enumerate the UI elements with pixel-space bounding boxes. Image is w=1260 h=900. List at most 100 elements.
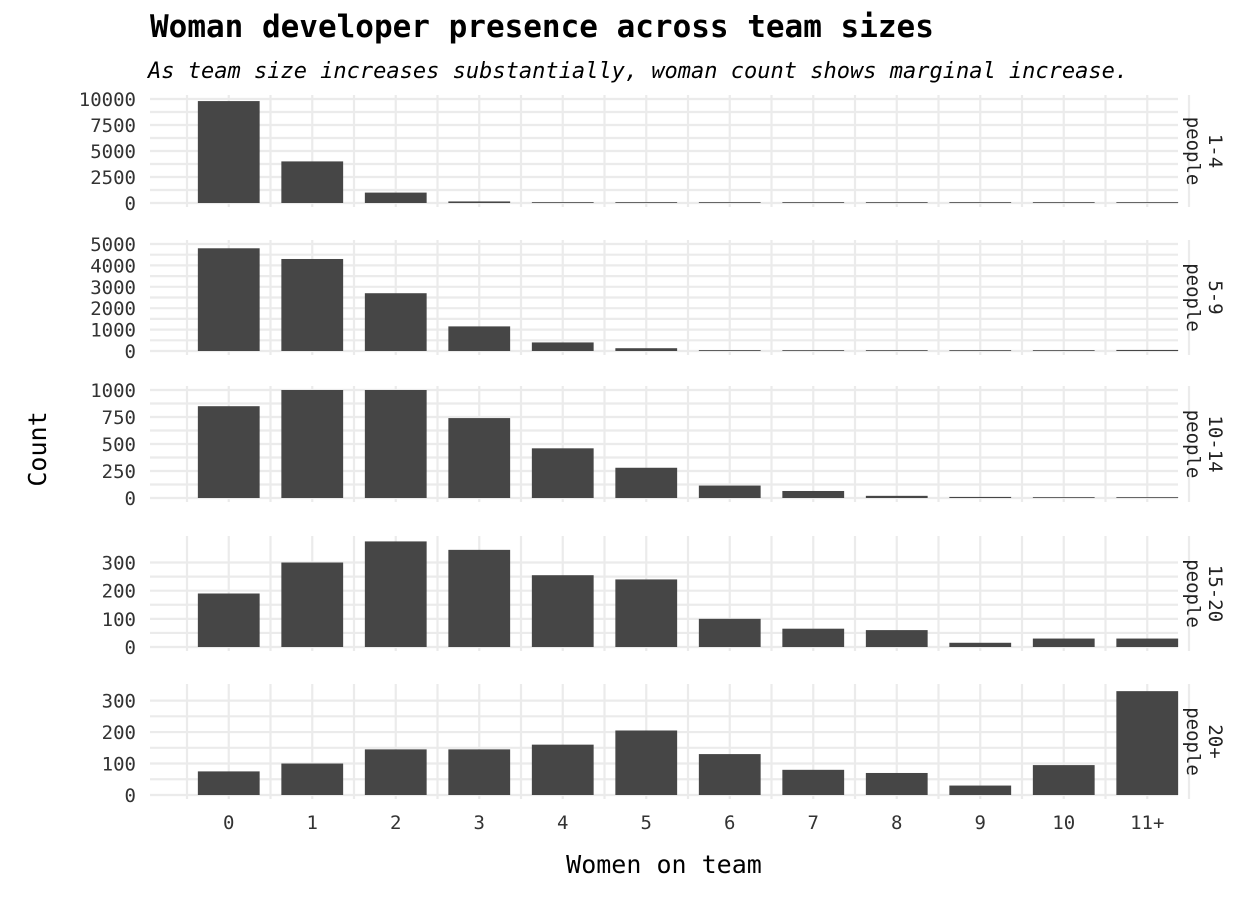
y-tick-label: 300 bbox=[102, 553, 136, 575]
bar bbox=[1116, 349, 1179, 351]
y-tick-label: 0 bbox=[125, 785, 136, 807]
bar bbox=[698, 202, 761, 203]
x-tick-label: 5 bbox=[641, 812, 652, 834]
y-axis-title: Count bbox=[23, 411, 52, 486]
x-tick-label: 8 bbox=[891, 812, 902, 834]
bar bbox=[949, 202, 1012, 203]
bar bbox=[364, 192, 427, 203]
bar bbox=[949, 785, 1012, 795]
bar bbox=[1116, 202, 1179, 203]
bar bbox=[865, 630, 928, 647]
y-tick-label: 200 bbox=[102, 581, 136, 603]
bar bbox=[949, 350, 1012, 351]
bar bbox=[865, 495, 928, 498]
y-tick-label: 200 bbox=[102, 722, 136, 744]
facet-label-line: people bbox=[1182, 707, 1204, 776]
bar bbox=[281, 258, 344, 351]
x-tick-label: 9 bbox=[975, 812, 986, 834]
bar bbox=[531, 448, 594, 498]
bar bbox=[531, 202, 594, 203]
y-tick-label: 5000 bbox=[90, 141, 136, 163]
bar bbox=[364, 749, 427, 795]
panel: 0 100 200 300 15-20people bbox=[102, 536, 1226, 659]
bar bbox=[865, 202, 928, 203]
facet-label: 15-20people bbox=[1182, 559, 1226, 628]
y-tick-label: 7500 bbox=[90, 115, 136, 137]
x-axis: 0 1 2 3 4 5 6 7 8 9 10 11+ bbox=[223, 812, 1164, 834]
facet-label-line: people bbox=[1182, 117, 1204, 186]
bar bbox=[448, 549, 511, 647]
facet-label-line: people bbox=[1182, 263, 1204, 332]
facet-panels: 0250050007500100001-4people0100020003000… bbox=[79, 89, 1226, 807]
bar bbox=[448, 201, 511, 203]
bar bbox=[448, 326, 511, 351]
y-tick-label: 100 bbox=[102, 754, 136, 776]
bar bbox=[782, 490, 845, 498]
y-tick-label: 300 bbox=[102, 691, 136, 713]
facet-label-line: 5-9 bbox=[1204, 280, 1226, 314]
bar bbox=[531, 342, 594, 351]
bar bbox=[615, 202, 678, 203]
x-tick-label: 6 bbox=[724, 812, 735, 834]
bar bbox=[1032, 497, 1095, 498]
y-tick-label: 2000 bbox=[90, 298, 136, 320]
facet-label: 5-9people bbox=[1182, 263, 1226, 332]
bar bbox=[1116, 638, 1179, 647]
bar bbox=[1032, 202, 1095, 203]
x-tick-label: 7 bbox=[808, 812, 819, 834]
x-tick-label: 1 bbox=[307, 812, 318, 834]
x-axis-title: Women on team bbox=[566, 850, 762, 879]
bar bbox=[448, 749, 511, 795]
bar bbox=[1116, 497, 1179, 498]
bar bbox=[448, 418, 511, 498]
chart-title: Woman developer presence across team siz… bbox=[150, 9, 934, 45]
bar bbox=[364, 541, 427, 647]
x-tick-label: 3 bbox=[474, 812, 485, 834]
y-tick-label: 0 bbox=[125, 341, 136, 363]
y-tick-label: 1000 bbox=[90, 320, 136, 342]
facet-label-line: 1-4 bbox=[1204, 134, 1226, 168]
bar bbox=[698, 485, 761, 498]
facet-label: 20+people bbox=[1182, 707, 1226, 776]
bar bbox=[197, 771, 260, 795]
bar bbox=[1032, 765, 1095, 795]
y-tick-label: 2500 bbox=[90, 167, 136, 189]
bar bbox=[197, 101, 260, 203]
bar bbox=[698, 350, 761, 351]
facet-label-line: people bbox=[1182, 410, 1204, 479]
chart-subtitle: As team size increases substantially, wo… bbox=[146, 59, 1128, 84]
bar bbox=[364, 293, 427, 351]
y-tick-label: 0 bbox=[125, 193, 136, 215]
facet-label-line: 15-20 bbox=[1204, 565, 1226, 622]
bar bbox=[531, 744, 594, 795]
bar bbox=[197, 593, 260, 647]
y-tick-label: 500 bbox=[102, 434, 136, 456]
bar bbox=[1116, 691, 1179, 795]
y-tick-label: 4000 bbox=[90, 255, 136, 277]
x-tick-label: 2 bbox=[390, 812, 401, 834]
bar bbox=[782, 769, 845, 795]
facet-label-line: people bbox=[1182, 559, 1204, 628]
x-tick-label: 4 bbox=[557, 812, 568, 834]
y-tick-label: 1000 bbox=[90, 380, 136, 402]
bar bbox=[281, 390, 344, 498]
bar bbox=[949, 496, 1012, 498]
facet-label-line: 20+ bbox=[1204, 724, 1226, 758]
bar bbox=[364, 390, 427, 498]
bar bbox=[615, 467, 678, 498]
bar bbox=[782, 350, 845, 351]
bar bbox=[281, 763, 344, 795]
bar bbox=[197, 406, 260, 498]
bar bbox=[949, 642, 1012, 647]
facet-label: 10-14people bbox=[1182, 410, 1226, 479]
bar bbox=[698, 618, 761, 647]
bar bbox=[281, 161, 344, 203]
bar bbox=[197, 248, 260, 351]
facet-label-line: 10-14 bbox=[1204, 415, 1226, 472]
bar bbox=[281, 562, 344, 647]
bar bbox=[865, 772, 928, 795]
bar bbox=[1032, 638, 1095, 647]
panel: 0 250 500 750 1000 10-14people bbox=[90, 380, 1226, 510]
x-tick-label: 0 bbox=[223, 812, 234, 834]
